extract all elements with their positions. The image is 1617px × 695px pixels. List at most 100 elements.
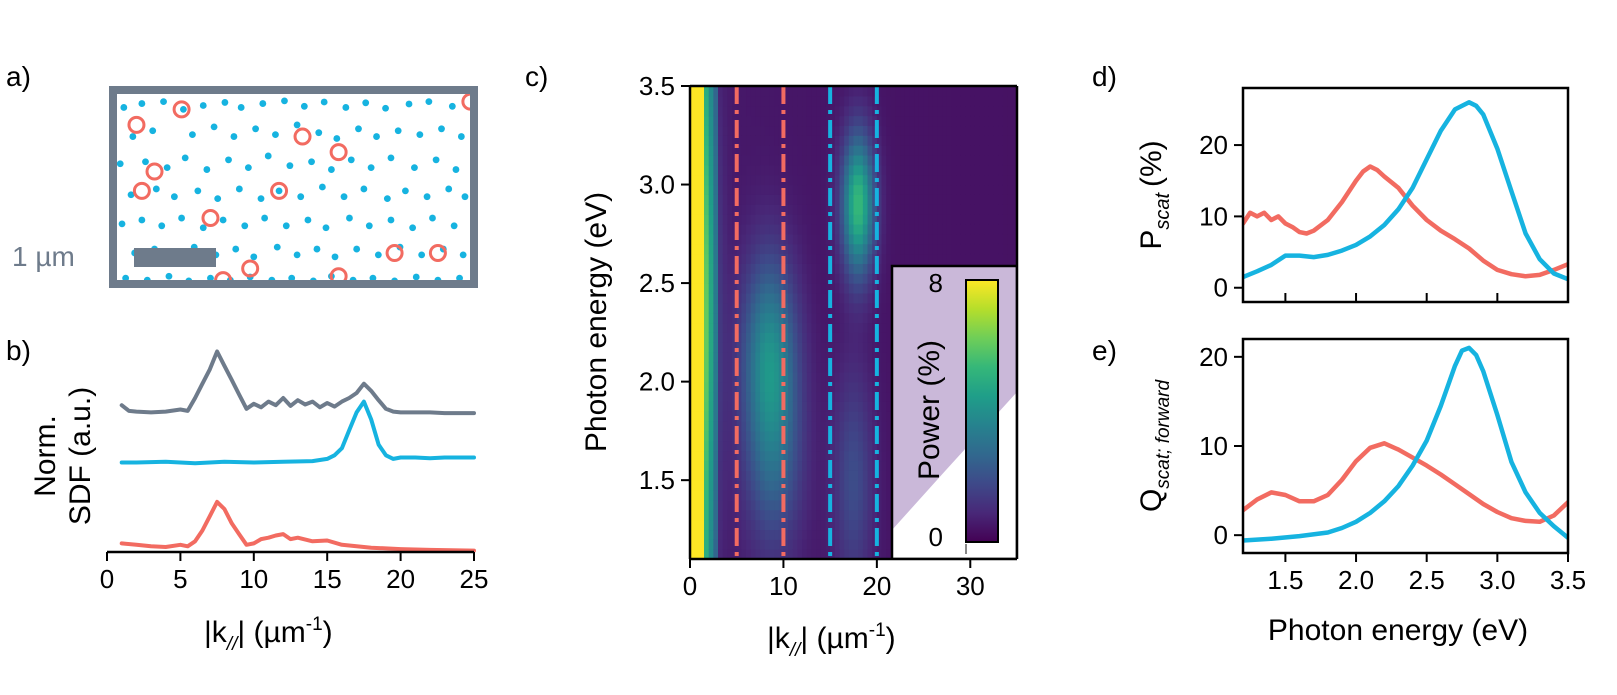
heatmap-cell — [848, 509, 855, 521]
heatmap-cell — [722, 154, 728, 166]
c-ytick-label: 3.5 — [639, 71, 675, 101]
heatmap-cell — [998, 204, 1004, 215]
heatmap-cell — [736, 470, 742, 481]
heatmap-cell — [736, 95, 742, 107]
heatmap-cell — [774, 470, 780, 481]
heatmap-cell — [690, 312, 696, 324]
heatmap-cell — [900, 253, 906, 264]
small-particle — [149, 127, 157, 135]
heatmap-cell — [867, 273, 873, 284]
d-frame — [1241, 86, 1570, 304]
heatmap-cell — [942, 223, 948, 235]
heatmap-cell — [970, 253, 976, 264]
b-xlabel-sub: // — [225, 634, 239, 655]
heatmap-cell — [834, 86, 841, 97]
heatmap-cell — [820, 273, 827, 284]
heatmap-cell — [690, 381, 696, 393]
heatmap-cell — [932, 194, 939, 205]
heatmap-cell — [825, 421, 831, 432]
heatmap-cell — [881, 322, 887, 333]
heatmap-cell — [750, 371, 756, 383]
heatmap-cell — [932, 154, 939, 166]
heatmap-cell — [760, 529, 766, 540]
heatmap-cell — [764, 95, 771, 107]
heatmap-cell — [755, 204, 761, 215]
heatmap-cell — [774, 401, 780, 412]
heatmap-cell — [886, 490, 892, 501]
heatmap-cell — [699, 342, 705, 353]
heatmap-cell — [1007, 105, 1013, 117]
heatmap-cell — [932, 223, 939, 235]
heatmap-cell — [1012, 204, 1017, 215]
heatmap-cell — [848, 283, 855, 294]
heatmap-cell — [699, 86, 705, 97]
heatmap-cell — [792, 243, 799, 255]
sdf-line-cyan — [119, 399, 476, 466]
heatmap-cell — [820, 480, 827, 491]
heatmap-cell — [755, 499, 761, 511]
heatmap-cell — [769, 460, 775, 471]
heatmap-cell — [792, 145, 799, 156]
heatmap-cell — [727, 115, 733, 127]
heatmap-cell — [900, 115, 906, 127]
heatmap-cell — [848, 499, 855, 511]
heatmap-cell — [755, 549, 761, 559]
heatmap-cell — [862, 450, 869, 462]
heatmap-cell — [736, 214, 742, 225]
heatmap-cell — [755, 145, 761, 156]
heatmap-cell — [886, 470, 892, 481]
heatmap-cell — [900, 95, 906, 107]
heatmap-cell — [872, 440, 878, 452]
heatmap-cell — [853, 460, 859, 471]
heatmap-cell — [853, 499, 859, 511]
heatmap-cell — [727, 322, 733, 333]
heatmap-cell — [802, 223, 808, 235]
heatmap-cell — [867, 322, 873, 333]
heatmap-cell — [718, 145, 724, 156]
heatmap-cell — [820, 105, 827, 117]
heatmap-cell — [853, 401, 859, 412]
heatmap-cell — [736, 194, 742, 205]
heatmap-cell — [848, 549, 855, 559]
heatmap-cell — [844, 421, 850, 432]
heatmap-cell — [974, 223, 981, 235]
heatmap-cell — [853, 391, 859, 402]
heatmap-cell — [876, 223, 883, 235]
heatmap-cell — [923, 214, 929, 225]
heatmap-cell — [802, 499, 808, 511]
heatmap-cell — [690, 263, 696, 274]
heatmap-cell — [704, 263, 710, 274]
heatmap-cell — [783, 253, 789, 264]
heatmap-cell — [694, 95, 700, 107]
heatmap-cell — [834, 243, 841, 255]
heatmap-cell — [774, 421, 780, 432]
heatmap-cell — [769, 342, 775, 353]
heatmap-cell — [956, 86, 962, 97]
heatmap-cell — [694, 332, 700, 343]
heatmap-cell — [690, 125, 696, 136]
small-particle — [423, 193, 431, 201]
heatmap-cell — [979, 115, 985, 127]
heatmap-cell — [960, 253, 967, 264]
heatmap-cell — [830, 529, 836, 540]
heatmap-cell — [914, 194, 920, 205]
heatmap-cell — [704, 292, 710, 304]
heatmap-cell — [886, 154, 892, 166]
heatmap-cell — [965, 95, 971, 107]
heatmap-cell — [755, 470, 761, 481]
heatmap-cell — [783, 145, 789, 156]
heatmap-cell — [984, 223, 990, 235]
heatmap-cell — [825, 352, 831, 363]
heatmap-cell — [746, 292, 752, 304]
small-particle — [448, 102, 456, 110]
heatmap-cell — [741, 490, 747, 501]
heatmap-cell — [797, 391, 803, 402]
small-particle — [320, 98, 328, 106]
heatmap-cell — [965, 154, 971, 166]
heatmap-cell — [713, 204, 719, 215]
heatmap-cell — [718, 283, 724, 294]
heatmap-cell — [872, 214, 878, 225]
heatmap-cell — [722, 332, 728, 343]
heatmap-cell — [904, 194, 911, 205]
heatmap-cell — [881, 263, 887, 274]
